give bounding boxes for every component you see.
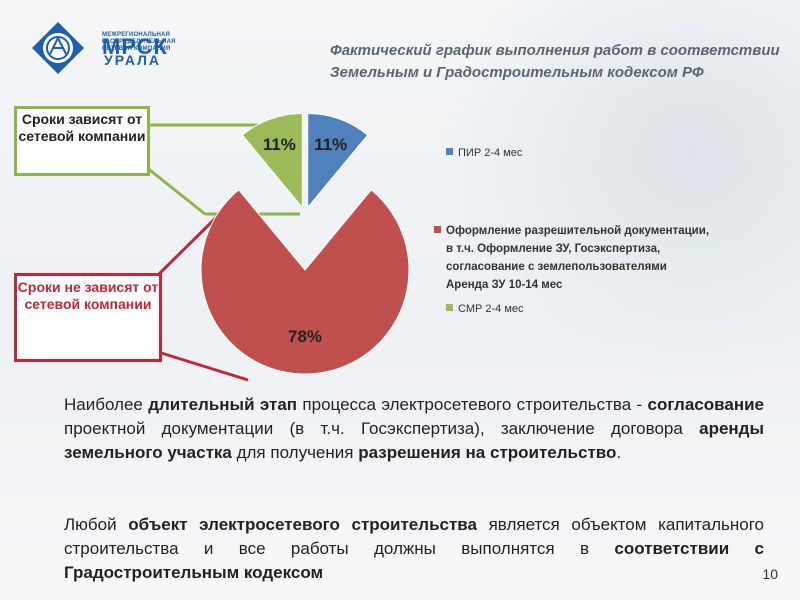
p2-text-1: Любой <box>64 515 129 534</box>
legend-label-docs-3: согласование с землепользователями <box>446 261 667 273</box>
connector-green-mid <box>145 165 206 216</box>
p1-text-5: . <box>616 443 622 462</box>
legend-item-pir: ПИР 2-4 мес <box>446 145 522 161</box>
pie-slice-pir <box>307 112 369 209</box>
page-number: 10 <box>762 566 778 582</box>
p1-bold-2: согласование <box>647 395 764 414</box>
p1-text-4: для получения <box>231 443 359 462</box>
paragraph-2: Любой объект электросетевого строительст… <box>64 513 764 585</box>
logo-name: МРСК <box>102 34 168 59</box>
pie-slice-docs <box>200 189 410 375</box>
logo-region: УРАЛА <box>104 52 162 68</box>
pie-slice-smr <box>241 112 303 209</box>
legend-item-docs: Оформление разрешительной документации, … <box>434 222 786 294</box>
legend-label-smr: СМР 2-4 мес <box>458 303 524 315</box>
pie-label-docs: 78% <box>288 327 322 346</box>
pie-label-smr: 11% <box>263 135 296 154</box>
connector-red-bottom <box>157 350 249 382</box>
p2-text-2: является объектом капитального строитель… <box>64 515 764 558</box>
p2-bold-2: соответствии с Градостроительным кодексо… <box>64 539 764 582</box>
logo-small-text: МЕЖРЕГИОНАЛЬНАЯ РАСПРЕДЕЛИТЕЛЬНАЯ СЕТЕВА… <box>102 32 176 52</box>
p1-text-2: процесса электросетевого строительства - <box>297 395 648 414</box>
legend-swatch-docs <box>434 226 441 233</box>
p1-bold-4: разрешения на строительство <box>358 443 617 462</box>
legend-label-docs-2: в т.ч. Оформление ЗУ, Госэкспертиза, <box>446 243 661 255</box>
legend-swatch-pir <box>446 148 453 155</box>
background-decoration <box>440 0 800 380</box>
p1-text-3: проектной документации (в т.ч. Госэкспер… <box>64 419 700 438</box>
pie-label-pir: 11% <box>314 135 347 154</box>
company-logo: МЕЖРЕГИОНАЛЬНАЯ РАСПРЕДЕЛИТЕЛЬНАЯ СЕТЕВА… <box>22 14 192 80</box>
p1-bold-3: аренды земельного участка <box>64 419 764 462</box>
p1-text-1: Наиболее <box>64 395 149 414</box>
p2-bold-1: объект электросетевого строительства <box>128 515 477 534</box>
legend-item-smr: СМР 2-4 мес <box>446 301 524 317</box>
slide-title: Фактический график выполнения работ в со… <box>330 40 790 84</box>
title-line-2: Земельным и Градостроительным кодексом Р… <box>330 64 704 81</box>
paragraph-1: Наиболее длительный этап процесса электр… <box>64 393 764 465</box>
legend-swatch-smr <box>446 304 453 311</box>
grid-emblem-icon <box>32 22 84 74</box>
p1-bold-1: длительный этап <box>148 395 298 414</box>
legend-label-pir: ПИР 2-4 мес <box>458 147 523 159</box>
callout-not-depends: Сроки не зависят от сетевой компании <box>14 273 162 362</box>
legend-label-docs-1: Оформление разрешительной документации, <box>446 225 710 237</box>
callout-depends: Сроки зависят от сетевой компании <box>14 106 150 176</box>
title-line-1: Фактический график выполнения работ в со… <box>330 42 780 59</box>
legend-label-docs-4: Аренда ЗУ 10-14 мес <box>446 279 563 291</box>
